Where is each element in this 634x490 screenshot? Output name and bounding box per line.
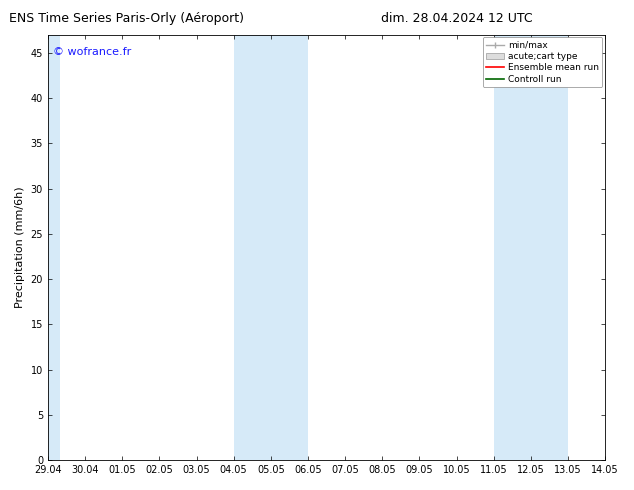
Text: ENS Time Series Paris-Orly (Aéroport): ENS Time Series Paris-Orly (Aéroport) [10, 12, 244, 25]
Bar [494, 35, 568, 460]
Bar [48, 35, 60, 460]
Text: © wofrance.fr: © wofrance.fr [53, 48, 132, 57]
Y-axis label: Precipitation (mm/6h): Precipitation (mm/6h) [15, 187, 25, 308]
Text: dim. 28.04.2024 12 UTC: dim. 28.04.2024 12 UTC [380, 12, 533, 25]
Legend: min/max, acute;cart type, Ensemble mean run, Controll run: min/max, acute;cart type, Ensemble mean … [482, 37, 602, 87]
Bar [234, 35, 308, 460]
